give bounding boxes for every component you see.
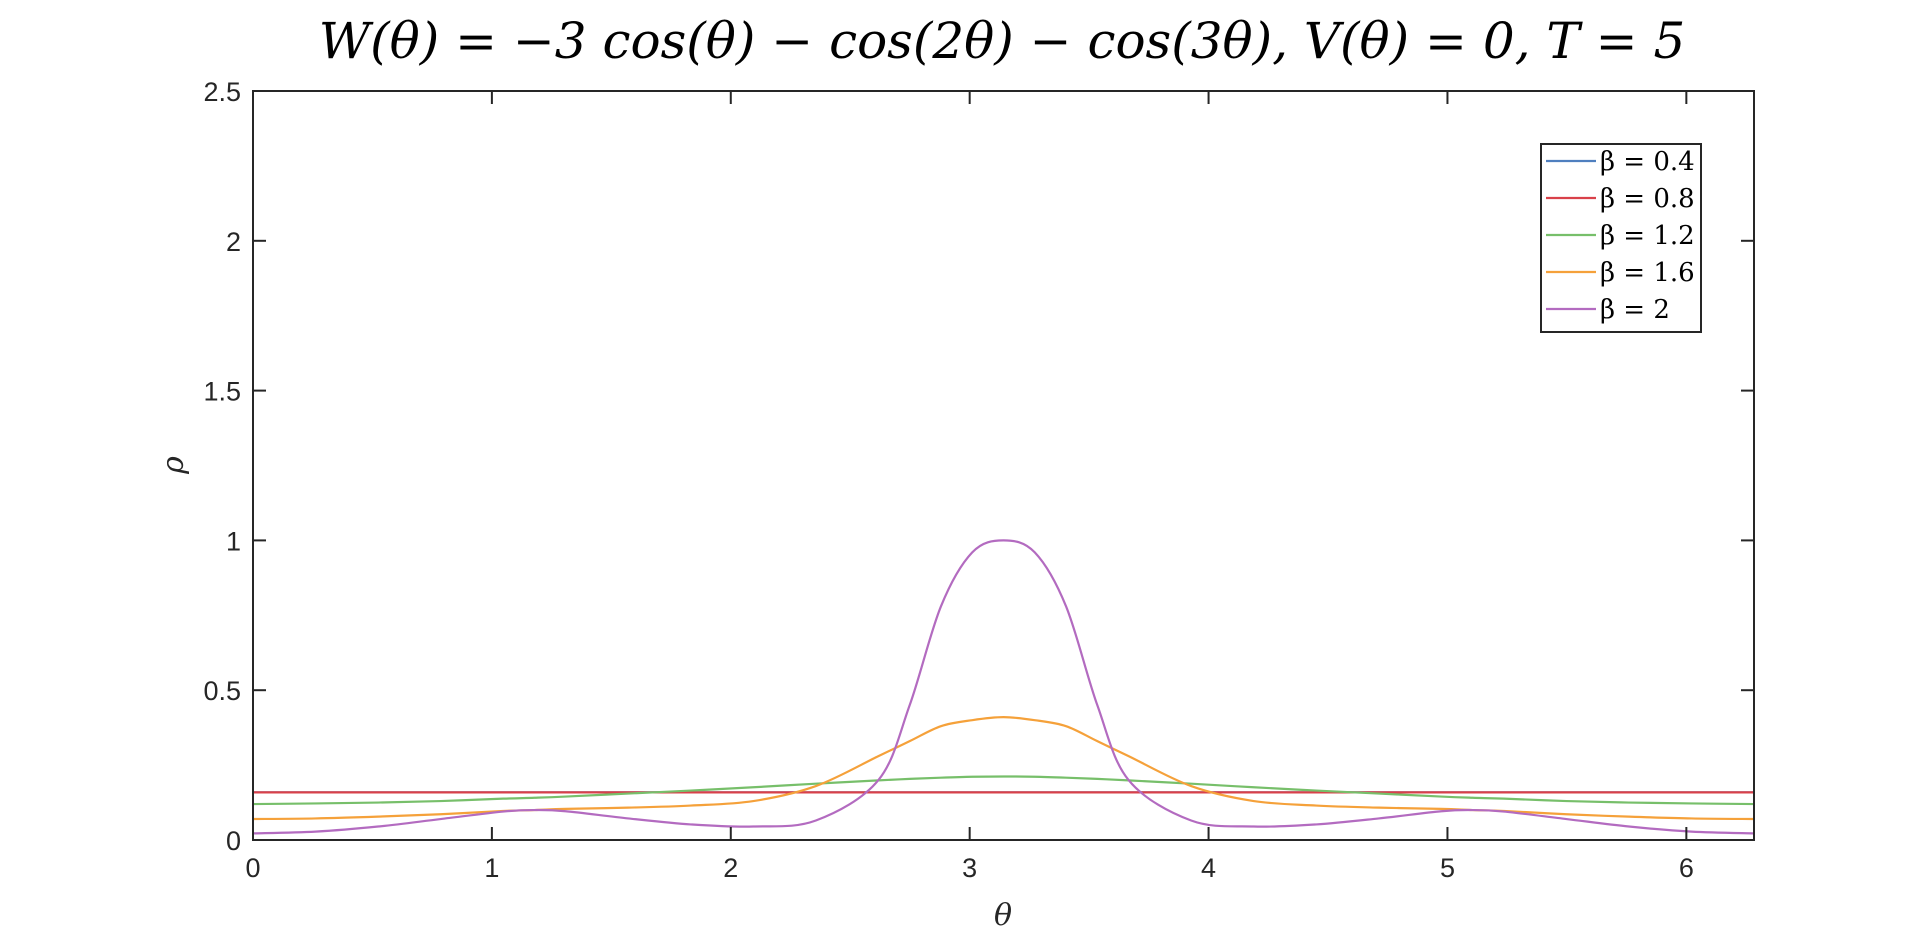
legend-label-3: β = 1.2 (1600, 221, 1695, 251)
plot-area-frame (252, 90, 1755, 841)
legend-label-4: β = 1.6 (1600, 258, 1695, 288)
x-axis: 0 1 2 3 4 5 6 (245, 91, 1694, 883)
legend-box (1540, 143, 1702, 333)
legend-items: β = 0.4 β = 0.8 β = 1.2 β = 1.6 β = 2 (1546, 147, 1695, 325)
legend: β = 0.4 β = 0.8 β = 1.2 β = 1.6 β = 2 (1540, 143, 1702, 333)
x-tick-label: 0 (245, 853, 260, 883)
x-tick-label: 2 (723, 853, 738, 883)
series-line-5 (252, 539, 1755, 835)
x-tick-label: 1 (484, 853, 499, 883)
chart-title: W(θ) = −3 cos(θ) − cos(2θ) − cos(3θ), V(… (319, 12, 1686, 70)
legend-label-5: β = 2 (1600, 295, 1670, 325)
y-tick-label: 1 (226, 526, 241, 556)
y-tick-label: 2 (226, 227, 241, 257)
x-tick-label: 4 (1201, 853, 1216, 883)
legend-label-1: β = 0.4 (1600, 147, 1695, 177)
series-layer (252, 539, 1755, 835)
legend-label-2: β = 0.8 (1600, 184, 1695, 214)
y-tick-label: 0 (226, 826, 241, 856)
y-tick-label: 2.5 (203, 77, 241, 107)
x-tick-label: 3 (962, 853, 977, 883)
x-tick-label: 5 (1440, 853, 1455, 883)
series-line-3 (252, 775, 1755, 806)
y-tick-label: 0.5 (203, 676, 241, 706)
series-line-4 (252, 716, 1755, 821)
y-axis-label: ρ (156, 456, 191, 475)
y-axis: 0 0.5 1 1.5 2 2.5 (203, 77, 1754, 856)
y-tick-label: 1.5 (203, 377, 241, 407)
x-tick-label: 6 (1679, 853, 1694, 883)
x-axis-label: θ (994, 898, 1012, 933)
